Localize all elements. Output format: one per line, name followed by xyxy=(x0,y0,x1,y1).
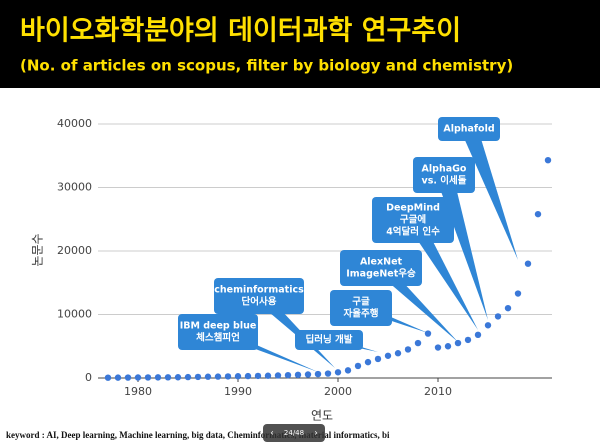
data-point xyxy=(334,369,342,376)
data-point xyxy=(114,374,122,381)
data-point xyxy=(274,372,282,379)
callout-text: 체스챔피언 xyxy=(196,332,240,344)
data-point xyxy=(164,374,172,381)
data-point xyxy=(294,371,302,379)
data-point xyxy=(364,358,372,366)
data-point xyxy=(464,336,472,344)
data-point xyxy=(524,260,532,267)
callout-text: AlexNet xyxy=(360,257,403,268)
data-point xyxy=(484,322,492,329)
data-point xyxy=(544,156,552,164)
next-button[interactable]: › xyxy=(314,429,318,439)
data-point xyxy=(254,372,262,380)
callout-pointer xyxy=(404,220,478,330)
x-tick-label: 1990 xyxy=(224,385,252,398)
data-point xyxy=(384,352,392,359)
data-point xyxy=(134,374,142,381)
data-point xyxy=(514,290,522,297)
header-band xyxy=(0,0,600,88)
data-point xyxy=(394,350,402,357)
callout-box xyxy=(214,278,304,314)
callout-text: vs. 이세돌 xyxy=(422,175,467,187)
data-point xyxy=(494,313,502,320)
title: 바이오화학분야의 데이터과학 연구추이 xyxy=(20,16,461,47)
callout-text: IBM deep blue xyxy=(180,321,257,332)
page-nav[interactable] xyxy=(263,424,325,442)
callout-text: 구글에 xyxy=(400,214,426,226)
data-point xyxy=(124,374,132,381)
data-point xyxy=(284,371,292,379)
data-point xyxy=(474,331,482,339)
data-point xyxy=(504,304,512,312)
callout-box xyxy=(178,314,258,350)
data-point xyxy=(434,344,442,351)
data-point xyxy=(264,372,272,379)
data-point xyxy=(304,371,312,378)
callout-pointer xyxy=(435,175,488,320)
data-point xyxy=(174,374,182,381)
x-tick-label: 1980 xyxy=(124,385,152,398)
data-point xyxy=(144,374,152,381)
data-point xyxy=(404,346,412,353)
callout-box xyxy=(330,290,392,326)
prev-button[interactable]: ‹ xyxy=(270,429,274,439)
callout-text: 자율주행 xyxy=(344,308,379,320)
data-point xyxy=(154,374,162,381)
data-point xyxy=(204,373,212,380)
y-axis-label: 논문수 xyxy=(31,233,45,266)
data-point xyxy=(324,370,332,377)
data-point xyxy=(344,367,352,374)
data-point xyxy=(244,372,252,380)
data-point xyxy=(184,373,192,381)
keyword: keyword : AI, Deep learning, Machine lea… xyxy=(6,430,390,440)
callout-text: cheminformatics xyxy=(214,285,304,296)
callout-text: DeepMind xyxy=(386,203,440,214)
data-point xyxy=(374,355,382,363)
data-point xyxy=(224,373,232,380)
callout-box xyxy=(413,157,475,193)
callout-pointer xyxy=(372,268,458,342)
callout: Alphafold xyxy=(438,117,518,260)
y-tick-label: 40000 xyxy=(57,117,92,130)
callout: 딥러닝 개발 xyxy=(295,330,378,352)
callout-text: 단어사용 xyxy=(242,296,277,308)
callout-box xyxy=(438,117,500,141)
page-number: 24/48 xyxy=(284,429,304,437)
data-point xyxy=(534,210,542,218)
data-point xyxy=(354,362,362,370)
data-point xyxy=(454,339,462,347)
data-point xyxy=(104,374,112,381)
callout-pointer xyxy=(460,129,518,260)
y-tick-label: 0 xyxy=(85,371,92,384)
callout-text: AlphaGo xyxy=(422,164,467,175)
data-point xyxy=(424,330,432,337)
data-point xyxy=(414,339,422,347)
y-tick-label: 20000 xyxy=(57,244,92,257)
y-tick-label: 30000 xyxy=(57,181,92,194)
subtitle: (No. of articles on scopus, filter by bi… xyxy=(20,57,513,75)
x-tick-label: 2010 xyxy=(424,385,452,398)
callout-text: 딥러닝 개발 xyxy=(305,334,352,346)
callout-box xyxy=(372,197,454,243)
x-tick-label: 2000 xyxy=(324,385,352,398)
callout-box xyxy=(295,330,363,350)
callout-text: ImageNet우승 xyxy=(346,268,416,280)
x-axis-label: 연도 xyxy=(311,409,333,423)
data-point xyxy=(234,373,242,380)
callout-box xyxy=(340,250,422,286)
data-point xyxy=(444,343,452,350)
y-tick-label: 10000 xyxy=(57,308,92,321)
data-point xyxy=(214,373,222,380)
data-point xyxy=(194,373,202,381)
callout-text: Alphafold xyxy=(443,124,494,135)
data-point xyxy=(314,370,322,378)
callout-text: 4억달러 인수 xyxy=(386,226,440,238)
callout-text: 구글 xyxy=(352,297,370,308)
